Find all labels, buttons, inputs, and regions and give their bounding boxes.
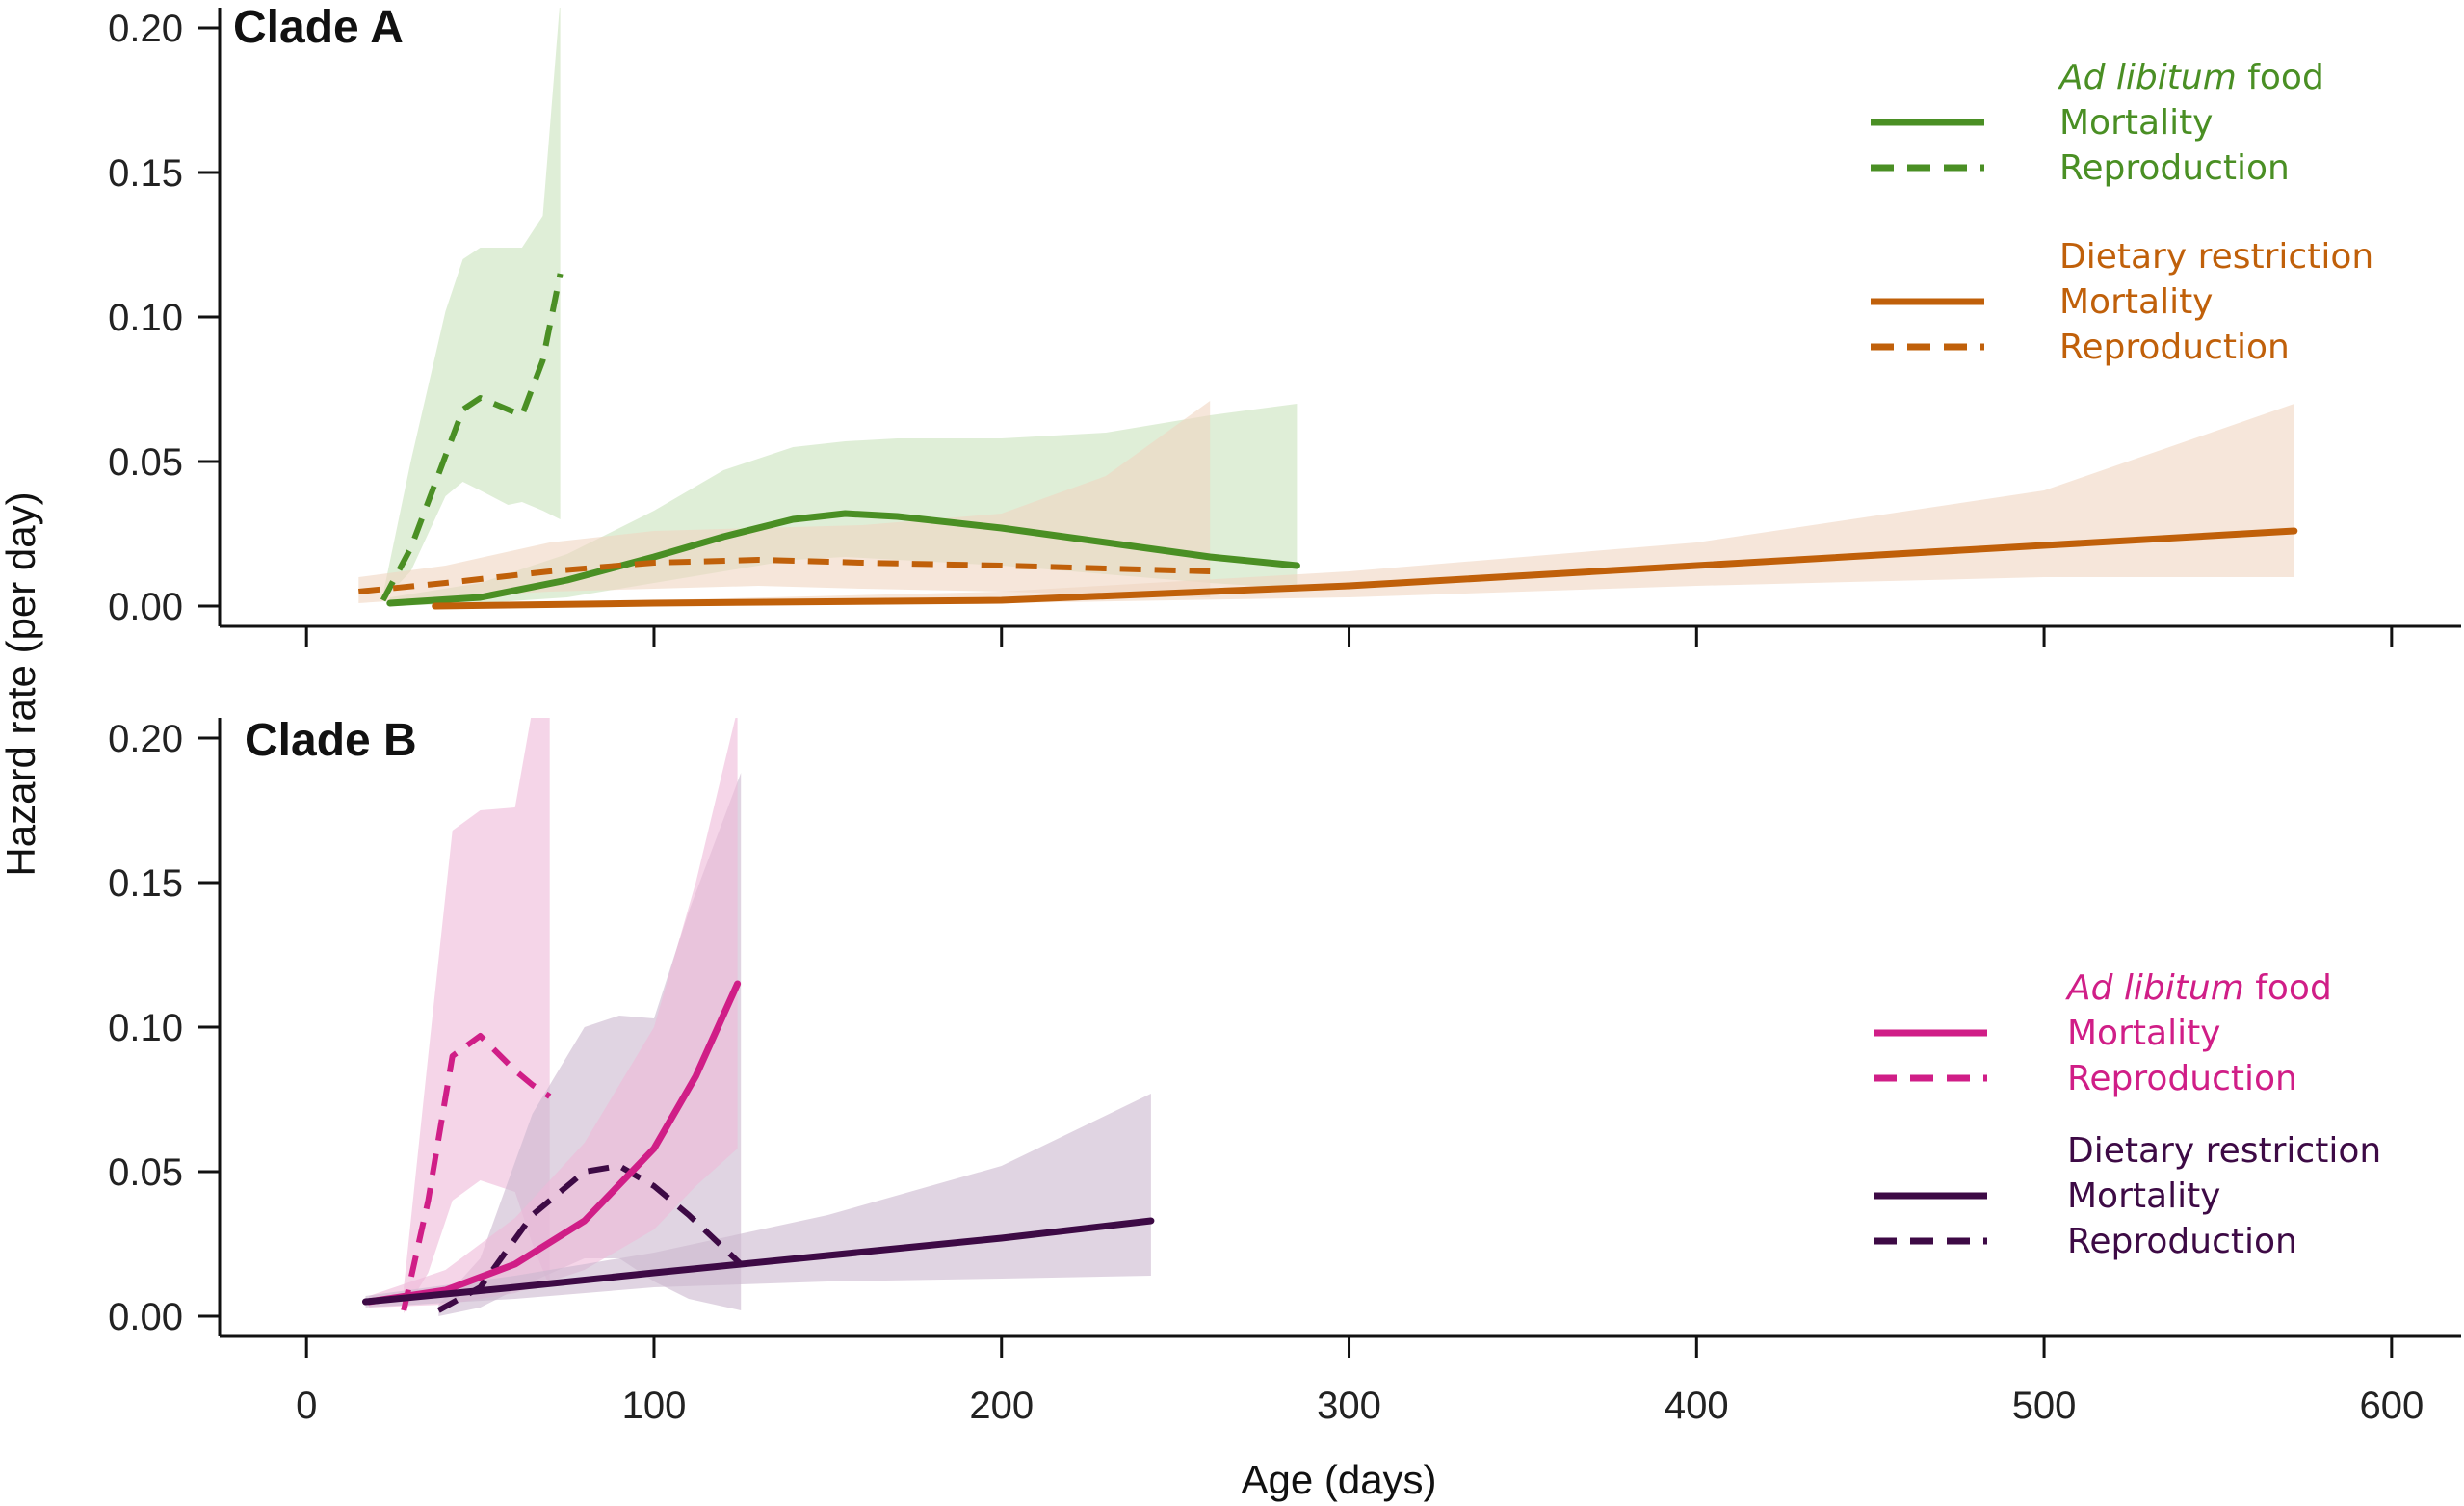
y-tick-label: 0.00 <box>108 586 183 628</box>
series-line-b-0 <box>401 1033 552 1311</box>
panel-title: Clade A <box>233 2 404 53</box>
confidence-band-a-2 <box>358 401 1211 603</box>
confidence-band-b-3 <box>365 1094 1151 1308</box>
series-line-a-2 <box>358 557 1211 594</box>
legend-entry-label: Reproduction <box>2059 328 2290 367</box>
legend-heading-italic: Ad libitum <box>2058 58 2237 97</box>
series-line-a-0 <box>380 273 564 602</box>
x-tick-label: 0 <box>296 1385 317 1427</box>
y-tick-label: 0.10 <box>108 297 183 339</box>
legend-heading-italic: Ad libitum <box>2065 968 2244 1008</box>
legend: Ad libitum food Mortality Reproduction Diet… <box>1871 58 2373 367</box>
y-tick-label: 0.05 <box>108 1151 183 1194</box>
legend-group-heading: Dietary restriction <box>2059 237 2373 277</box>
legend-group-heading: Ad libitum food <box>2058 58 2324 97</box>
x-tick-label: 100 <box>622 1385 687 1427</box>
series-line-b-2 <box>365 980 742 1306</box>
legend-entry-label: Mortality <box>2067 1176 2221 1216</box>
legend-entry-label: Mortality <box>2059 282 2214 322</box>
series-line-b-3 <box>362 1217 1155 1306</box>
x-tick-label: 600 <box>2359 1385 2424 1427</box>
panel-clade-a: 0.00 0.05 0.10 0.15 0.20 Clade A Ad libitum fo… <box>108 2 2461 647</box>
x-tick-label: 200 <box>969 1385 1034 1427</box>
series-line-a-3 <box>432 527 2298 610</box>
series-line-a-1 <box>386 510 1300 607</box>
legend: Ad libitum food Mortality Reproduction Diet… <box>1874 968 2381 1261</box>
confidence-band-b-0 <box>404 718 550 1313</box>
legend-heading-rest: food <box>2244 968 2332 1008</box>
y-tick-label: 0.05 <box>108 441 183 484</box>
y-tick-label: 0.20 <box>108 718 183 760</box>
y-tick-label: 0.15 <box>108 862 183 905</box>
y-tick-label: 0.10 <box>108 1007 183 1049</box>
legend-entry-label: Mortality <box>2067 1014 2221 1053</box>
legend-entry-label: Reproduction <box>2067 1059 2297 1098</box>
legend-group-heading: Dietary restriction <box>2067 1131 2381 1171</box>
plot-area <box>362 718 1155 1316</box>
panel-title: Clade B <box>245 715 417 766</box>
x-tick-label: 400 <box>1665 1385 1729 1427</box>
legend-entry-label: Mortality <box>2059 103 2214 143</box>
y-tick-label: 0.15 <box>108 152 183 195</box>
x-axis-title: Age (days) <box>1241 1457 1436 1502</box>
series-line-b-1 <box>436 1163 744 1313</box>
legend-entry-label: Reproduction <box>2059 148 2290 188</box>
panel-clade-b: 0.00 0.05 0.10 0.15 0.20 0 100 200 300 400 500 600 C… <box>108 715 2461 1427</box>
legend-heading-rest: food <box>2237 58 2324 97</box>
y-tick-label: 0.20 <box>108 8 183 50</box>
legend-group-heading: Ad libitum food <box>2065 968 2332 1008</box>
confidence-band-a-0 <box>382 8 561 600</box>
x-tick-label: 500 <box>2012 1385 2077 1427</box>
legend-entry-label: Reproduction <box>2067 1222 2297 1261</box>
y-axis-title: Hazard rate (per day) <box>0 491 43 876</box>
plot-area <box>358 8 2298 610</box>
x-tick-label: 300 <box>1317 1385 1381 1427</box>
y-tick-label: 0.00 <box>108 1296 183 1338</box>
